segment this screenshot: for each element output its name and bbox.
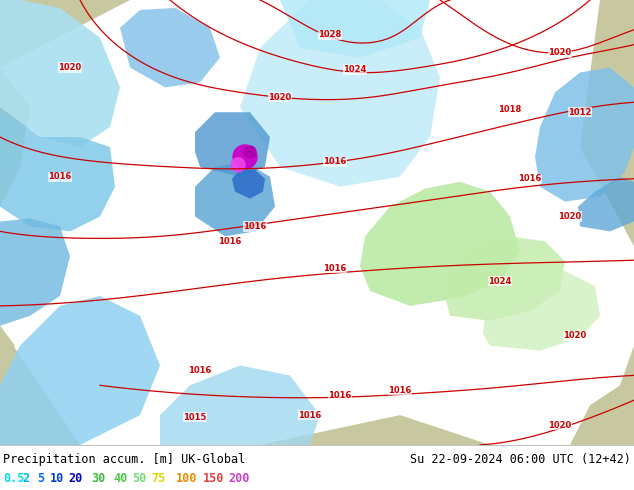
- Polygon shape: [0, 107, 115, 231]
- Polygon shape: [0, 219, 70, 326]
- Polygon shape: [120, 8, 220, 87]
- Text: 30: 30: [91, 471, 105, 485]
- Text: 1020: 1020: [559, 212, 581, 221]
- Text: 1020: 1020: [564, 331, 586, 340]
- Text: 100: 100: [176, 471, 197, 485]
- Polygon shape: [195, 162, 275, 236]
- Text: 1016: 1016: [243, 222, 267, 231]
- Text: 1020: 1020: [268, 93, 292, 102]
- Text: 150: 150: [203, 471, 224, 485]
- Text: 1016: 1016: [519, 174, 541, 183]
- Text: 2: 2: [22, 471, 29, 485]
- Text: 1016: 1016: [328, 391, 352, 400]
- Circle shape: [233, 145, 257, 169]
- Text: 1016: 1016: [299, 411, 321, 419]
- Text: 1020: 1020: [548, 48, 572, 57]
- Text: 200: 200: [228, 471, 249, 485]
- Text: 1018: 1018: [498, 105, 522, 114]
- Polygon shape: [160, 366, 320, 445]
- Text: 0.5: 0.5: [3, 471, 24, 485]
- Text: 1012: 1012: [568, 108, 592, 117]
- Text: 1016: 1016: [218, 237, 242, 246]
- Text: 1016: 1016: [48, 172, 72, 181]
- Text: 20: 20: [68, 471, 82, 485]
- Polygon shape: [280, 0, 430, 58]
- Text: 1020: 1020: [58, 63, 82, 72]
- Text: 1024: 1024: [344, 65, 366, 74]
- Text: 1015: 1015: [183, 413, 207, 421]
- Text: 1016: 1016: [323, 157, 347, 167]
- Polygon shape: [0, 0, 30, 366]
- Polygon shape: [570, 345, 634, 445]
- Text: 10: 10: [50, 471, 64, 485]
- Polygon shape: [360, 182, 520, 306]
- Polygon shape: [232, 170, 265, 198]
- Polygon shape: [195, 112, 270, 177]
- Polygon shape: [0, 0, 120, 147]
- Text: 1024: 1024: [488, 276, 512, 286]
- Polygon shape: [445, 236, 565, 321]
- Text: 50: 50: [132, 471, 146, 485]
- Polygon shape: [535, 68, 634, 201]
- Polygon shape: [578, 177, 634, 231]
- Circle shape: [244, 146, 256, 158]
- Polygon shape: [0, 296, 160, 445]
- Text: 1020: 1020: [548, 420, 572, 430]
- Text: 1028: 1028: [318, 30, 342, 39]
- Text: Su 22-09-2024 06:00 UTC (12+42): Su 22-09-2024 06:00 UTC (12+42): [410, 453, 631, 466]
- Polygon shape: [483, 271, 600, 350]
- Text: Precipitation accum. [m] UK-Global: Precipitation accum. [m] UK-Global: [3, 453, 245, 466]
- Text: 40: 40: [113, 471, 127, 485]
- Text: 5: 5: [37, 471, 44, 485]
- Text: 1016: 1016: [323, 264, 347, 272]
- Circle shape: [231, 158, 245, 172]
- Text: 75: 75: [151, 471, 165, 485]
- Polygon shape: [0, 0, 634, 445]
- Polygon shape: [240, 0, 440, 187]
- Text: 1016: 1016: [188, 366, 212, 375]
- Text: 1016: 1016: [388, 386, 411, 395]
